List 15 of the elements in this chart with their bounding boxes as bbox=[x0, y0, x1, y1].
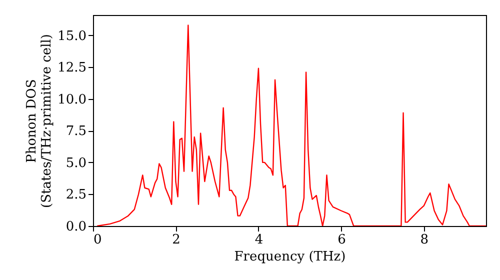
x-tick-label: 4 bbox=[254, 232, 264, 248]
y-tick-label: 5.0 bbox=[66, 156, 86, 171]
y-tick-label: 10.0 bbox=[58, 92, 86, 108]
x-tick-label: 6 bbox=[338, 232, 346, 248]
y-tick-label: 0.0 bbox=[66, 220, 86, 234]
x-tick-label: 8 bbox=[420, 232, 429, 248]
y-tick-label: 12.5 bbox=[58, 60, 86, 76]
y-axis-title: Phonon DOS (States/THz·primitive cell) bbox=[24, 34, 55, 208]
y-tick-label: 2.5 bbox=[66, 188, 86, 203]
y-tick-label: 15.0 bbox=[58, 28, 86, 44]
y-tick-label: 7.5 bbox=[66, 124, 86, 140]
x-tick-label: 2 bbox=[172, 232, 180, 248]
x-axis-title: Frequency (THz) bbox=[234, 250, 346, 264]
x-tick-label: 0 bbox=[94, 232, 102, 248]
line-series bbox=[96, 24, 486, 226]
